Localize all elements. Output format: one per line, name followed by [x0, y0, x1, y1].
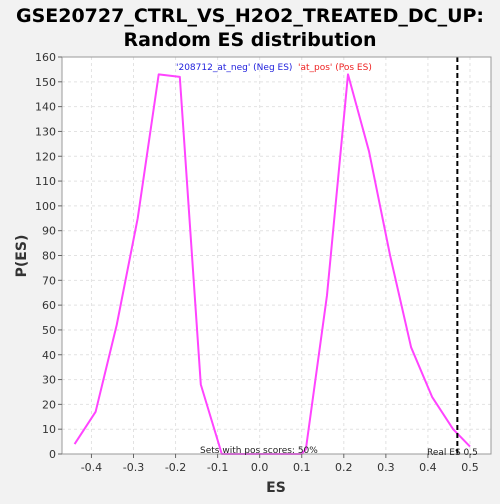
x-tick-label: 0.1 — [293, 461, 311, 474]
x-tick-label: -0.2 — [165, 461, 186, 474]
y-tick-label: 70 — [42, 274, 56, 287]
y-tick-label: 20 — [42, 398, 56, 411]
x-tick-label: 0.5 — [461, 461, 479, 474]
x-tick-label: -0.3 — [123, 461, 144, 474]
y-tick-label: 130 — [35, 125, 56, 138]
y-tick-label: 140 — [35, 101, 56, 114]
y-tick-label: 0 — [49, 448, 56, 461]
chart-title: GSE20727_CTRL_VS_H2O2_TREATED_DC_UP: — [16, 5, 484, 27]
x-tick-label: 0.0 — [251, 461, 269, 474]
y-tick-label: 120 — [35, 150, 56, 163]
y-axis-label: P(ES) — [14, 235, 30, 278]
y-tick-label: 150 — [35, 76, 56, 89]
x-tick-label: -0.4 — [81, 461, 102, 474]
y-tick-label: 40 — [42, 349, 56, 362]
y-tick-label: 100 — [35, 200, 56, 213]
y-tick-label: 80 — [42, 250, 56, 263]
real-es-label: Real ES 0.5 — [427, 448, 478, 458]
y-tick-label: 10 — [42, 423, 56, 436]
x-axis-label: ES — [266, 480, 286, 496]
y-tick-label: 160 — [35, 51, 56, 64]
x-tick-label: 0.3 — [377, 461, 395, 474]
pos-scores-annotation: Sets with pos scores: 50% — [200, 446, 318, 456]
es-distribution-line — [73, 73, 471, 455]
y-tick-label: 90 — [42, 225, 56, 238]
plot-area — [62, 57, 491, 454]
y-tick-label: 50 — [42, 324, 56, 337]
series-layer — [73, 73, 471, 455]
chart-subtitle: Random ES distribution — [123, 29, 376, 51]
y-tick-label: 110 — [35, 175, 56, 188]
x-tick-label: 0.2 — [335, 461, 353, 474]
pos-es-annotation: 'at_pos' (Pos ES) — [298, 63, 372, 73]
x-tick-label: 0.4 — [419, 461, 437, 474]
y-tick-label: 60 — [42, 299, 56, 312]
axes: 0 10 20 30 40 50 60 70 80 90 100 110 120 130 140 150 160… — [35, 51, 479, 474]
y-tick-label: 30 — [42, 374, 56, 387]
neg-es-annotation: '208712_at_neg' (Neg ES) — [176, 63, 292, 73]
x-tick-label: -0.1 — [207, 461, 228, 474]
